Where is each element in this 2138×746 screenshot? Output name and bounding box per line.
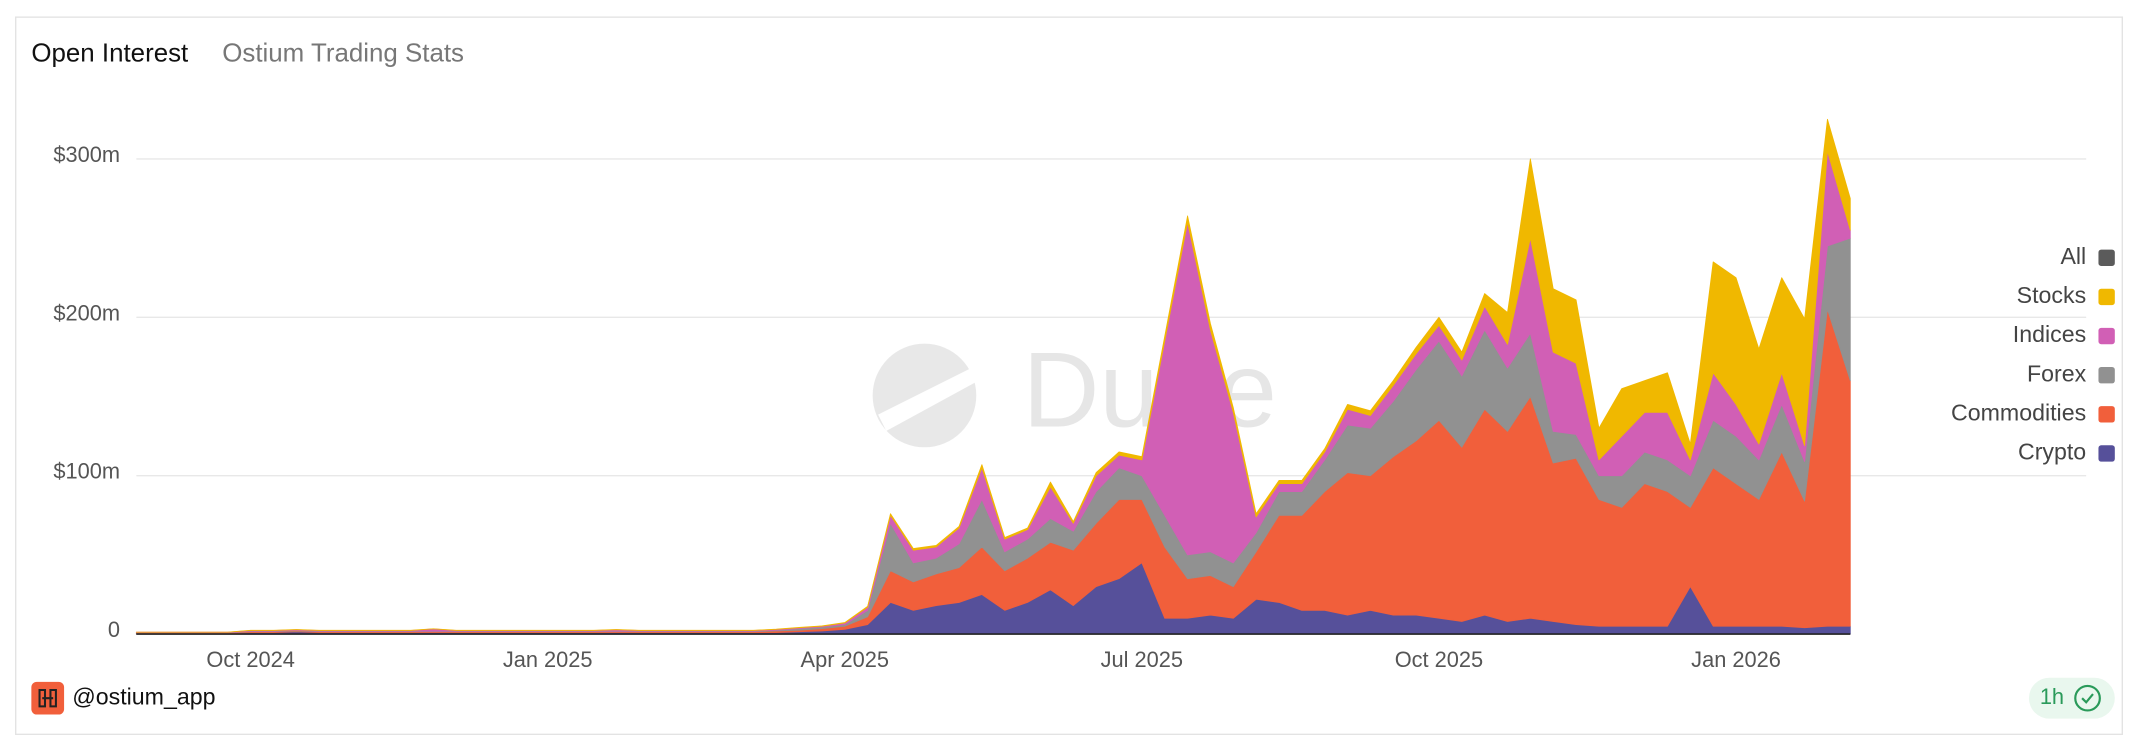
refresh-label: 1h — [2040, 684, 2064, 709]
legend-swatch — [2098, 327, 2115, 345]
plot: 0 $100m $200m $300m Oct 2024 Jan 2025 Apr 2025… — [53, 118, 2115, 672]
x-tick-label: Jul 2025 — [1101, 647, 1183, 672]
x-tick-label: Apr 2025 — [801, 647, 889, 672]
y-tick-label: $300m — [53, 142, 120, 167]
refresh-icon — [2074, 684, 2101, 712]
refresh-check — [2081, 693, 2094, 704]
x-tick-label: Jan 2025 — [503, 647, 593, 672]
x-tick-label: Oct 2025 — [1395, 647, 1483, 672]
legend-swatch — [2098, 288, 2115, 306]
author-icon-glyph — [38, 688, 57, 708]
legend-label: Forex — [2027, 360, 2087, 386]
legend-label: Indices — [2013, 321, 2086, 347]
legend-swatch — [2098, 367, 2115, 384]
watermark-logo-stripe — [878, 368, 977, 431]
legend-label: All — [2060, 243, 2086, 269]
legend-label: Crypto — [2018, 439, 2086, 465]
y-tick-label: 0 — [108, 617, 120, 642]
legend-swatch — [2098, 249, 2115, 266]
author[interactable]: @ostium_app — [72, 683, 215, 709]
legend-label: Stocks — [2017, 282, 2087, 308]
area — [135, 118, 1851, 633]
legend-swatch — [2098, 445, 2115, 462]
y-tick-label: $100m — [53, 459, 120, 484]
x-tick-label: Jan 2026 — [1691, 647, 1781, 672]
chart-subtitle: Ostium Trading Stats — [222, 39, 464, 67]
chart-title: Open Interest — [31, 39, 188, 67]
legend-label: Commodities — [1951, 399, 2086, 425]
x-tick-label: Oct 2024 — [206, 647, 294, 672]
legend-swatch — [2098, 406, 2115, 423]
watermark-logo — [872, 343, 977, 448]
y-tick-label: $200m — [53, 300, 120, 325]
